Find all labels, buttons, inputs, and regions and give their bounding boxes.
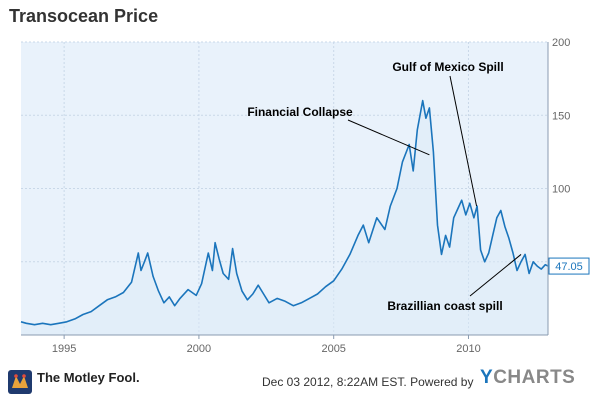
footer: The Motley Fool. Dec 03 2012, 8:22AM EST… (0, 362, 591, 400)
annotations: Financial Collapse Gulf of Mexico Spill Br… (247, 60, 522, 313)
x-tick-label: 2010 (456, 343, 480, 355)
price-line (20, 99, 549, 326)
chart-title: Transocean Price (9, 6, 159, 26)
last-value-box (548, 257, 590, 275)
powered-by-text: Powered by (410, 375, 474, 389)
motley-fool-logo-text: The Motley Fool. (37, 370, 140, 385)
last-value-label: 47.05 (555, 261, 583, 273)
timestamp: Dec 03 2012, 8:22AM EST. Powered by (262, 375, 473, 389)
annotation-label: Brazillian coast spill (387, 299, 502, 313)
annotation-leader-line (469, 254, 522, 297)
timestamp-text: Dec 03 2012, 8:22AM EST. (262, 375, 407, 389)
annotation-label: Gulf of Mexico Spill (392, 60, 503, 74)
y-tick-label: 100 (552, 184, 570, 196)
ycharts-logo[interactable]: YCHARTS (480, 367, 575, 389)
y-tick-labels: 50100150200 (552, 37, 570, 269)
annotation-label: Financial Collapse (247, 105, 353, 119)
x-tick-label: 2000 (187, 343, 211, 355)
x-tick-label: 1995 (52, 343, 76, 355)
axes (21, 42, 549, 336)
x-tick-label: 2005 (321, 343, 345, 355)
last-value-badge: 47.05 (548, 257, 590, 275)
annotation-leader-line (347, 119, 430, 156)
ycharts-logo-y: Y (480, 367, 494, 388)
y-tick-label: 200 (552, 37, 570, 49)
ycharts-logo-text: CHARTS (493, 367, 576, 388)
y-tick-label: 150 (552, 110, 570, 122)
motley-fool-jester-icon (8, 370, 32, 394)
x-tick-labels: 1995 2000 2005 2010 (52, 343, 481, 355)
annotation-leader-line (449, 75, 478, 207)
